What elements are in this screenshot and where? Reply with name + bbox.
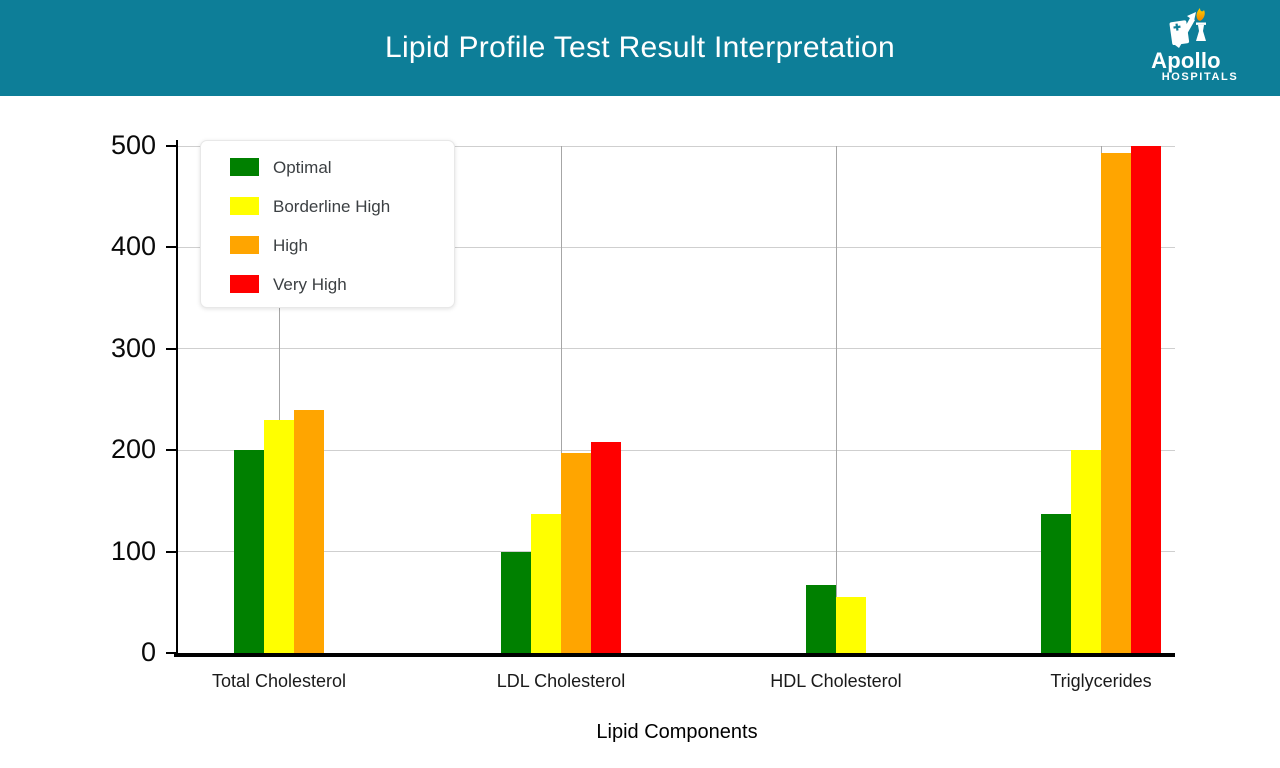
bar-optimal-0 <box>234 450 264 653</box>
apollo-hospitals-logo: Apollo HOSPITALS <box>1138 6 1248 90</box>
y-gridline-100 <box>177 551 1175 553</box>
y-axis-label-100: 100 <box>110 535 156 566</box>
x-gridline-2 <box>560 146 562 653</box>
legend-swatch-borderline-high <box>230 197 259 215</box>
category-label-3: Triglycerides <box>1050 671 1152 691</box>
legend-swatch-very-high <box>230 275 259 293</box>
y-axis-label-500: 500 <box>110 130 156 160</box>
legend-swatch-high <box>230 236 259 254</box>
bar-optimal-2 <box>806 585 836 653</box>
page-title: Lipid Profile Test Result Interpretation <box>384 31 896 64</box>
y-axis-tick-400 <box>166 246 176 249</box>
bar-very-high-1 <box>591 442 621 653</box>
legend-swatch-optimal <box>230 158 259 176</box>
y-axis-label-300: 300 <box>110 332 156 363</box>
y-axis-line <box>176 140 178 657</box>
legend-label-very-high: Very High <box>273 275 347 294</box>
y-axis-label-200: 200 <box>110 434 156 465</box>
logo-text-apollo: Apollo <box>1151 48 1221 73</box>
y-axis-tick-500 <box>166 145 176 147</box>
y-axis-tick-200 <box>166 449 176 452</box>
y-gridline-300 <box>177 348 1175 350</box>
x-axis-title: Lipid Components <box>596 721 758 743</box>
lipid-profile-bar-chart: 0 100 200 300 400 500 Total Cholesterol LDL Cho… <box>0 96 1280 768</box>
y-axis-tick-100 <box>166 550 176 553</box>
y-axis-label-0: 0 <box>140 637 156 667</box>
bar-borderline-high-0 <box>264 419 294 653</box>
bar-high-1 <box>561 453 591 653</box>
logo-text-hospitals: HOSPITALS <box>1161 71 1239 83</box>
bar-high-0 <box>294 409 324 653</box>
bar-borderline-high-3 <box>1071 450 1101 653</box>
bar-borderline-high-1 <box>531 514 561 653</box>
y-axis-tick-0 <box>166 652 176 654</box>
y-axis-tick-300 <box>166 347 176 350</box>
bar-optimal-1 <box>501 551 531 653</box>
category-label-0: Total Cholesterol <box>211 671 347 691</box>
x-gridline-3 <box>835 146 837 653</box>
legend-label-high: High <box>273 236 308 255</box>
x-axis-line <box>174 653 1175 657</box>
y-gridline-500 <box>177 145 1175 147</box>
bar-high-3 <box>1101 153 1131 653</box>
bar-borderline-high-2 <box>836 597 866 653</box>
apollo-logo-icon <box>1169 8 1206 48</box>
bar-optimal-3 <box>1041 514 1071 653</box>
bar-very-high-3 <box>1131 146 1161 653</box>
y-gridline-400 <box>177 246 1175 248</box>
category-label-1: LDL Cholesterol <box>496 671 626 691</box>
y-gridline-200 <box>177 449 1175 451</box>
y-axis-label-400: 400 <box>110 231 156 262</box>
chart-legend: Optimal Borderline High High Very High <box>200 140 455 308</box>
legend-label-optimal: Optimal <box>273 158 332 177</box>
x-gridline-1 <box>278 146 280 653</box>
category-label-2: HDL Cholesterol <box>770 671 902 691</box>
legend-label-borderline-high: Borderline High <box>273 197 391 216</box>
header-banner: Lipid Profile Test Result Interpretation <box>0 0 1280 96</box>
